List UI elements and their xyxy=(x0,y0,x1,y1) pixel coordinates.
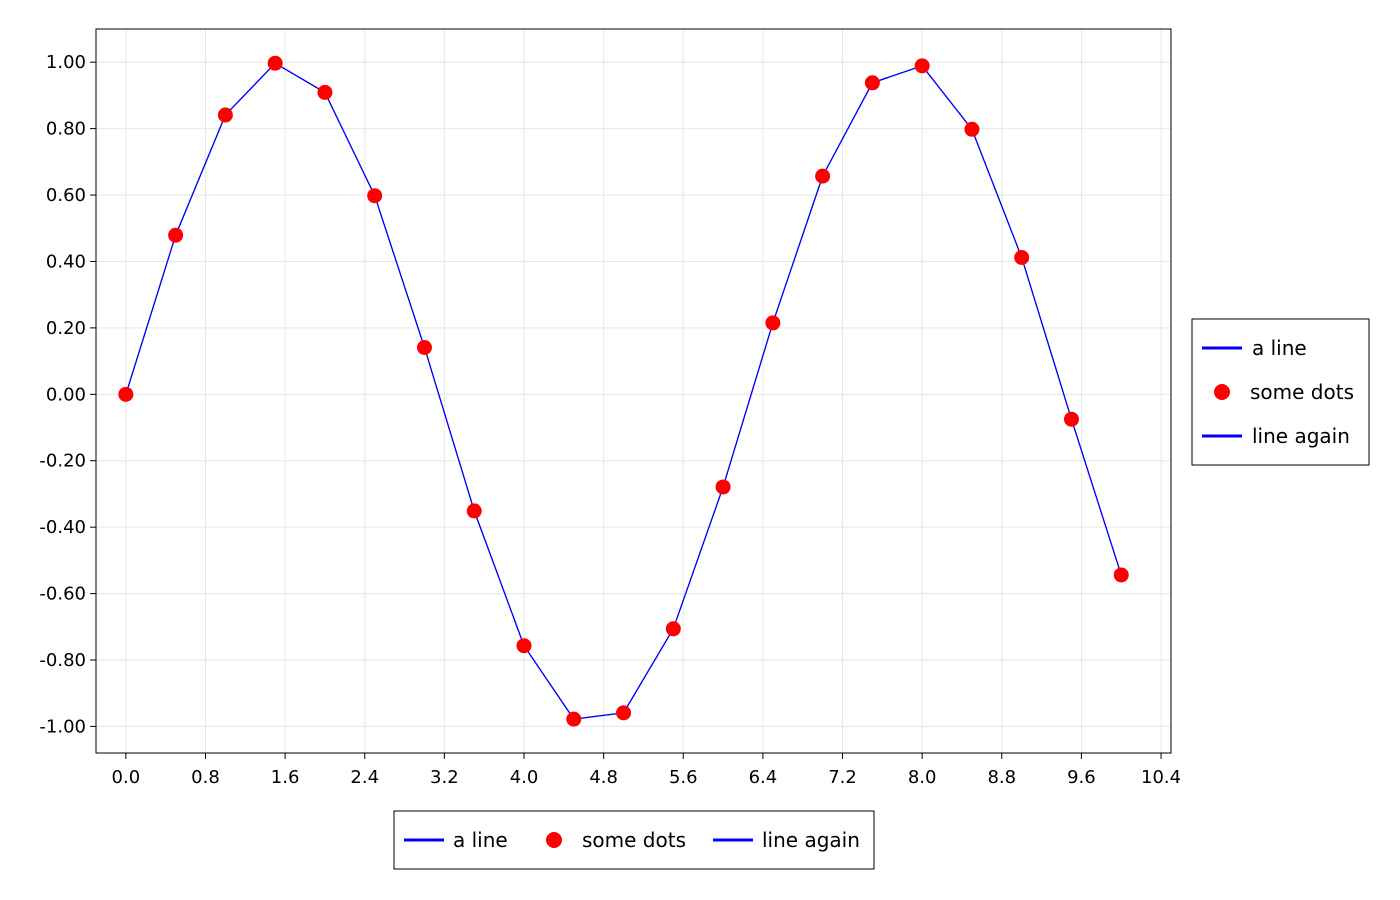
legend-bottom: a line some dots line again xyxy=(393,810,875,870)
legend-bottom-box xyxy=(393,810,875,870)
x-tick-label: 0.8 xyxy=(191,767,220,788)
data-point xyxy=(267,55,283,71)
y-tick-label: 0.20 xyxy=(46,318,86,339)
data-point xyxy=(616,705,632,721)
x-tick-label: 0.0 xyxy=(112,767,141,788)
y-tick-label: 0.60 xyxy=(46,185,86,206)
data-point xyxy=(516,638,532,654)
data-point xyxy=(864,75,880,91)
data-point xyxy=(765,315,781,331)
x-tick-label: 2.4 xyxy=(350,767,379,788)
legend-label: some dots xyxy=(1250,380,1354,404)
x-tick-label: 9.6 xyxy=(1067,767,1096,788)
data-point xyxy=(118,386,134,402)
legend-dot-swatch xyxy=(1214,384,1230,400)
x-tick-label: 8.0 xyxy=(908,767,937,788)
plot-frame xyxy=(95,28,1172,754)
y-tick-label: -0.60 xyxy=(39,584,86,605)
data-point xyxy=(1014,249,1030,265)
y-tick-label: -1.00 xyxy=(39,716,86,737)
x-tick-label: 1.6 xyxy=(271,767,300,788)
grid xyxy=(96,29,1171,753)
data-point xyxy=(964,121,980,137)
y-tick-label: -0.20 xyxy=(39,451,86,472)
data-point xyxy=(466,503,482,519)
x-tick-label: 4.0 xyxy=(510,767,539,788)
data-point xyxy=(914,58,930,74)
data-point xyxy=(317,84,333,100)
data-point xyxy=(665,621,681,637)
legend-label: line again xyxy=(1252,424,1350,448)
x-tick-label: 8.8 xyxy=(987,767,1016,788)
axes: 0.0 0.8 1.6 2.4 3.2 4.0 4.8 5.6 6.4 7.2 8.0 8.8 9.6 1… xyxy=(39,52,1181,788)
y-tick-label: 0.40 xyxy=(46,251,86,272)
data-point xyxy=(815,168,831,184)
y-tick-label: -0.40 xyxy=(39,517,86,538)
x-tick-label: 3.2 xyxy=(430,767,459,788)
x-tick-label: 4.8 xyxy=(589,767,618,788)
legend-dot-swatch xyxy=(546,832,562,848)
series-layer xyxy=(118,55,1129,727)
x-tick-label: 7.2 xyxy=(828,767,857,788)
y-tick-label: 0.00 xyxy=(46,384,86,405)
legend-label: a line xyxy=(1252,336,1307,360)
data-point xyxy=(168,227,184,243)
y-tick-label: 1.00 xyxy=(46,52,86,73)
legend-label: line again xyxy=(762,828,860,852)
data-point xyxy=(566,711,582,727)
legend-right: a line some dots line again xyxy=(1191,318,1370,466)
data-point xyxy=(1113,567,1129,583)
data-point xyxy=(715,479,731,495)
y-tick-label: 0.80 xyxy=(46,119,86,140)
legend-label: a line xyxy=(453,828,508,852)
data-point xyxy=(367,188,383,204)
y-tick-label: -0.80 xyxy=(39,650,86,671)
x-tick-label: 10.4 xyxy=(1141,767,1181,788)
legend-label: some dots xyxy=(582,828,686,852)
x-tick-label: 5.6 xyxy=(669,767,698,788)
data-point xyxy=(217,107,233,123)
data-point xyxy=(416,339,432,355)
data-point xyxy=(1063,411,1079,427)
x-tick-label: 6.4 xyxy=(749,767,778,788)
